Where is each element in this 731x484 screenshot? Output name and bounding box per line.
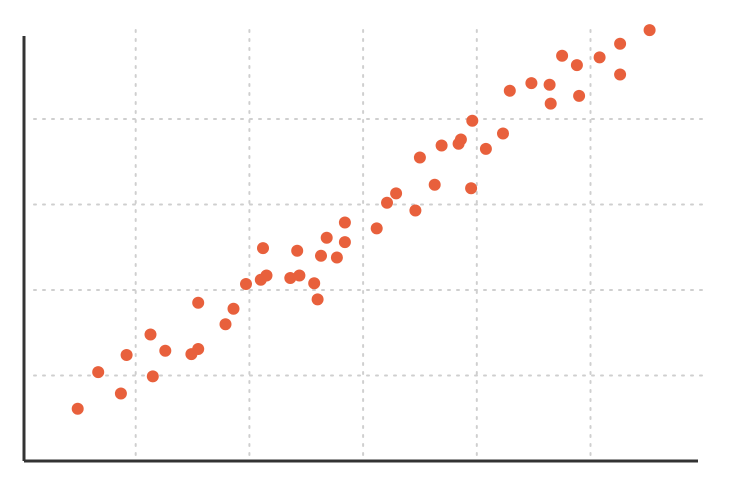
data-point [308,277,321,290]
data-point [409,204,422,217]
data-point [291,244,304,257]
data-point [390,187,403,200]
data-point [320,231,333,244]
data-point [466,114,479,127]
data-point [573,89,586,102]
data-point [525,77,538,90]
data-point [240,278,252,290]
data-point [284,272,297,284]
data-point [330,251,343,264]
data-point [260,269,273,282]
data-point [192,296,205,309]
data-point [428,178,441,191]
data-point [479,142,492,155]
data-point [643,24,656,37]
data-point [144,328,157,341]
data-point [454,133,467,146]
data-point [120,349,133,361]
data-point [146,370,159,383]
data-point [257,242,269,255]
data-point [593,51,606,64]
data-point [293,269,306,282]
data-point [338,236,351,249]
data-point [497,127,509,140]
data-point [381,196,393,209]
data-point [543,78,556,91]
data-point [227,302,240,315]
data-point [159,344,172,357]
data-points [71,24,656,415]
data-point [570,59,583,72]
axes [22,36,698,463]
data-point [614,37,627,50]
data-point [435,139,448,152]
data-point [219,318,232,331]
data-point [192,343,205,355]
data-point [556,49,569,62]
data-point [315,249,327,262]
data-point [311,293,324,306]
data-point [614,68,627,81]
data-point [92,366,105,379]
data-point [503,84,516,97]
data-point [71,402,84,415]
gridlines [33,29,705,458]
data-point [370,222,383,235]
data-point [413,151,426,164]
data-point [544,97,557,110]
data-point [114,387,127,400]
data-point [465,182,478,195]
data-point [338,216,351,229]
